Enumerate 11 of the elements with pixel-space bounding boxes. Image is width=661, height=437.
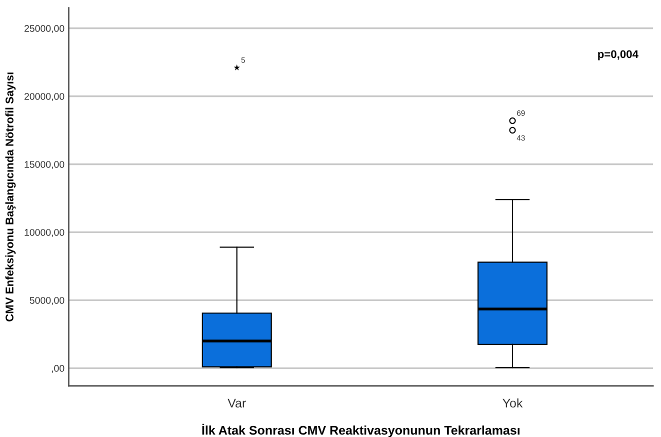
y-tick-label: ,00 [52, 364, 64, 373]
y-tick-label: 25000,00 [24, 24, 64, 34]
y-tick-label: 5000,00 [30, 296, 64, 305]
y-axis-title: CMV Enfeksiyonu Başlangıcında Nötrofil Sayısı [5, 72, 16, 322]
y-tick-label: 10000,00 [24, 228, 64, 237]
x-tick-label: Yok [502, 398, 523, 408]
x-axis-title: İlk Atak Sonrası CMV Reaktivasyonunun Tekrarlaması [202, 424, 520, 437]
y-tick-label: 20000,00 [24, 92, 64, 102]
y-tick-label: 15000,00 [24, 160, 64, 169]
x-tick-label: Var [228, 398, 246, 408]
annotation: p=0,004 [598, 50, 638, 60]
